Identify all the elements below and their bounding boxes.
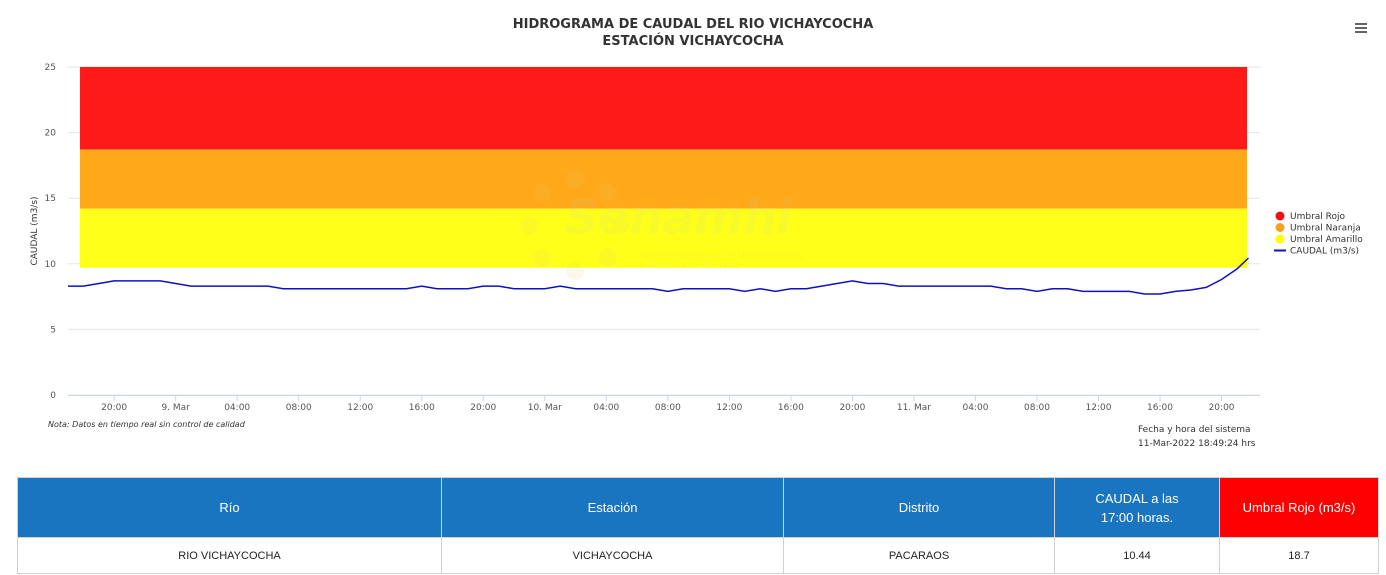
header-umbral-rojo: Umbral Rojo (m3/s): [1219, 477, 1379, 538]
cell-caudal: 10.44: [1054, 537, 1220, 574]
hamburger-menu-icon[interactable]: [1352, 20, 1370, 36]
x-tick-label: 11. Mar: [897, 403, 931, 413]
y-tick-label: 10: [45, 260, 57, 270]
system-date-value: 11-Mar-2022 18:49:24 hrs: [1138, 439, 1256, 449]
x-tick-label: 04:00: [962, 403, 988, 413]
legend-item-label[interactable]: Umbral Amarillo: [1290, 235, 1363, 245]
header-rio: Río: [17, 477, 442, 538]
header-caudal: CAUDAL a las 17:00 horas.: [1054, 477, 1220, 538]
y-tick-label: 20: [45, 129, 57, 139]
x-tick-label: 04:00: [224, 403, 250, 413]
table-row: RIO VICHAYCOCHA VICHAYCOCHA PACARAOS 10.…: [17, 537, 1379, 574]
y-tick-label: 15: [45, 194, 56, 204]
cell-umbral-rojo: 18.7: [1219, 537, 1379, 574]
x-tick-label: 20:00: [470, 403, 496, 413]
header-distrito: Distrito: [783, 477, 1055, 538]
legend-item-label[interactable]: CAUDAL (m3/s): [1290, 247, 1359, 257]
x-tick-label: 12:00: [347, 403, 373, 413]
cell-distrito: PACARAOS: [783, 537, 1055, 574]
y-tick-label: 25: [45, 63, 56, 73]
caudal-series-line: [68, 257, 1250, 295]
x-tick-label: 20:00: [101, 403, 127, 413]
threshold-band-umbral-amarillo: [80, 208, 1247, 268]
cell-estacion: VICHAYCOCHA: [441, 537, 784, 574]
x-tick-label: 04:00: [593, 403, 619, 413]
x-tick-label: 16:00: [778, 403, 804, 413]
x-tick-label: 16:00: [409, 403, 435, 413]
system-date-label: Fecha y hora del sistema: [1138, 425, 1251, 435]
cell-rio: RIO VICHAYCOCHA: [17, 537, 442, 574]
chart-subtitle: ESTACIÓN VICHAYCOCHA: [602, 34, 784, 49]
x-tick-label: 08:00: [655, 403, 681, 413]
x-tick-label: 12:00: [716, 403, 742, 413]
legend-marker-umbral-rojo[interactable]: [1275, 211, 1285, 221]
chart-plot: 0 5 10 15 20 25 20:00 9. Mar 04:00 08:00 12:00 16:0…: [30, 63, 1363, 413]
header-estacion: Estación: [441, 477, 784, 538]
legend-marker-umbral-naranja[interactable]: [1275, 223, 1285, 232]
chart-title: HIDROGRAMA DE CAUDAL DEL RIO VICHAYCOCHA: [512, 17, 874, 32]
x-tick-label: 9. Mar: [161, 403, 190, 413]
y-tick-label: 0: [50, 391, 56, 401]
x-tick-label: 16:00: [1147, 403, 1173, 413]
hydrograph-chart: HIDROGRAMA DE CAUDAL DEL RIO VICHAYCOCHA…: [30, 17, 1370, 449]
x-tick-label: 12:00: [1086, 403, 1112, 413]
table-header-row: Río Estación Distrito CAUDAL a las 17:00…: [17, 477, 1379, 538]
x-tick-label: 10. Mar: [528, 403, 562, 413]
station-info-table: Río Estación Distrito CAUDAL a las 17:00…: [17, 477, 1379, 574]
x-tick-label: 08:00: [1024, 403, 1050, 413]
threshold-band-umbral-rojo: [80, 67, 1247, 150]
y-axis-title: CAUDAL (m3/s): [30, 196, 40, 265]
x-tick-label: 08:00: [286, 403, 312, 413]
header-caudal-label: CAUDAL a las 17:00 horas.: [1095, 490, 1179, 525]
legend-item-label[interactable]: Umbral Rojo: [1290, 212, 1346, 222]
legend-marker-umbral-amarillo[interactable]: [1275, 234, 1285, 244]
threshold-band-umbral-naranja: [80, 149, 1247, 209]
y-tick-label: 5: [50, 325, 56, 335]
legend-item-label[interactable]: Umbral Naranja: [1290, 224, 1361, 234]
x-tick-label: 20:00: [1209, 403, 1235, 413]
x-tick-label: 20:00: [839, 403, 865, 413]
data-quality-note: Nota: Datos en tiempo real sin control d…: [48, 420, 245, 429]
